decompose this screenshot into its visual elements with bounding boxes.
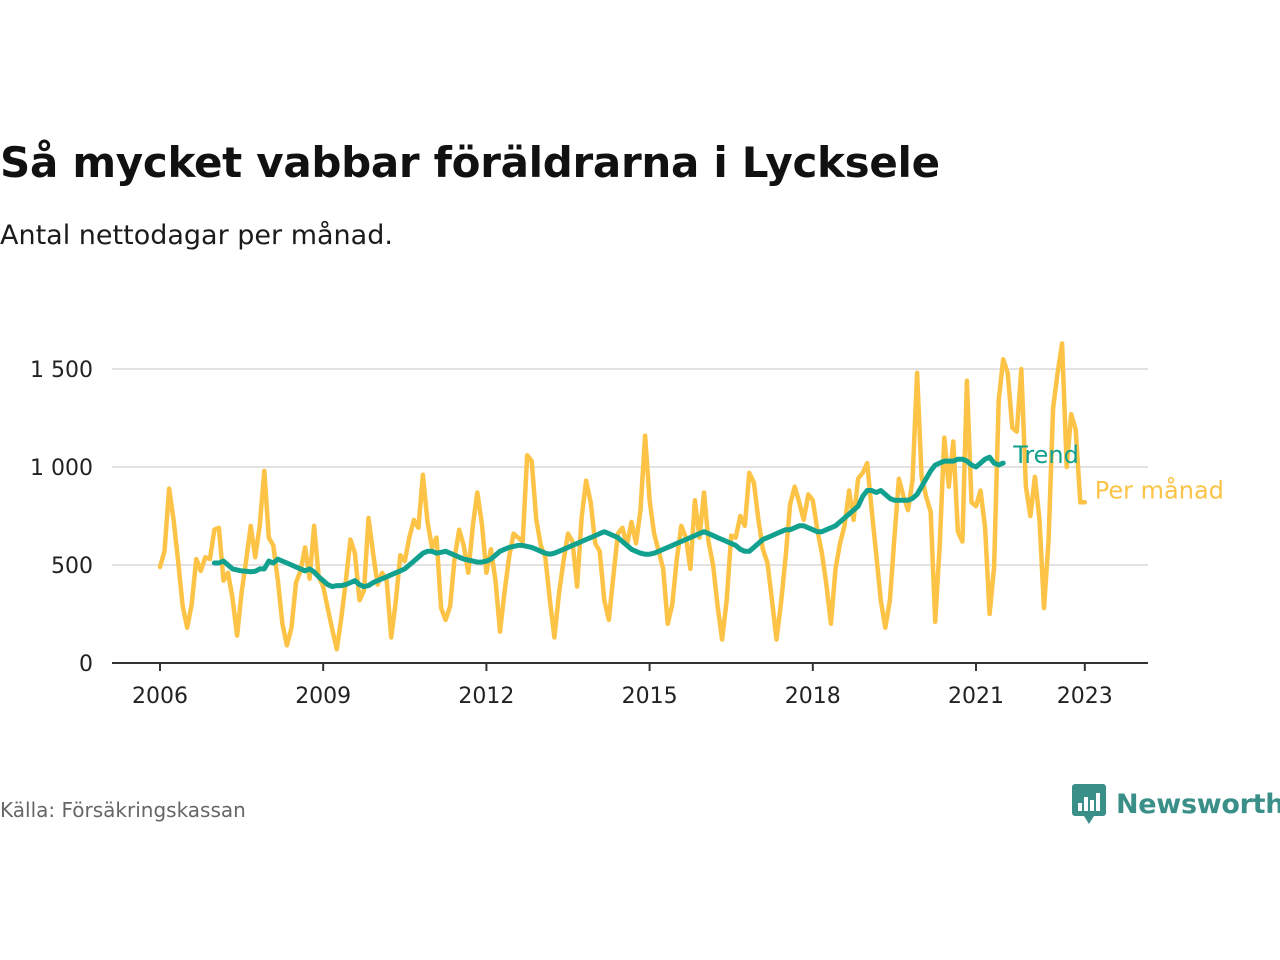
series-labels: Per månad Trend <box>1012 441 1224 504</box>
y-tick-label: 1 500 <box>30 358 93 383</box>
brand-logo: Newsworthy <box>1072 784 1280 824</box>
y-axis-ticks: 0 500 1 000 1 500 <box>30 358 93 677</box>
y-tick-label: 0 <box>79 652 93 677</box>
y-tick-label: 500 <box>51 554 93 579</box>
monthly-series-label: Per månad <box>1095 475 1224 504</box>
x-tick-label: 2006 <box>132 684 188 709</box>
monthly-line <box>157 341 1088 652</box>
series-lines <box>157 341 1088 652</box>
brand-name: Newsworthy <box>1116 788 1280 820</box>
x-tick-label: 2021 <box>948 684 1004 709</box>
x-tick-label: 2018 <box>785 684 841 709</box>
x-tick-label: 2023 <box>1057 684 1113 709</box>
source-credit: Källa: Försäkringskassan <box>0 798 246 822</box>
x-tick-label: 2012 <box>458 684 514 709</box>
trend-series-label: Trend <box>1012 441 1079 469</box>
x-axis-ticks: 2006 2009 2012 2015 2018 2021 2023 <box>132 663 1113 709</box>
chart-title: Så mycket vabbar föräldrarna i Lycksele <box>0 138 940 187</box>
x-tick-label: 2009 <box>295 684 351 709</box>
x-tick-label: 2015 <box>622 684 678 709</box>
trend-line <box>211 454 1006 590</box>
newsworthy-logo-icon <box>1072 784 1106 824</box>
chart-subtitle: Antal nettodagar per månad. <box>0 220 393 251</box>
y-tick-label: 1 000 <box>30 456 93 481</box>
